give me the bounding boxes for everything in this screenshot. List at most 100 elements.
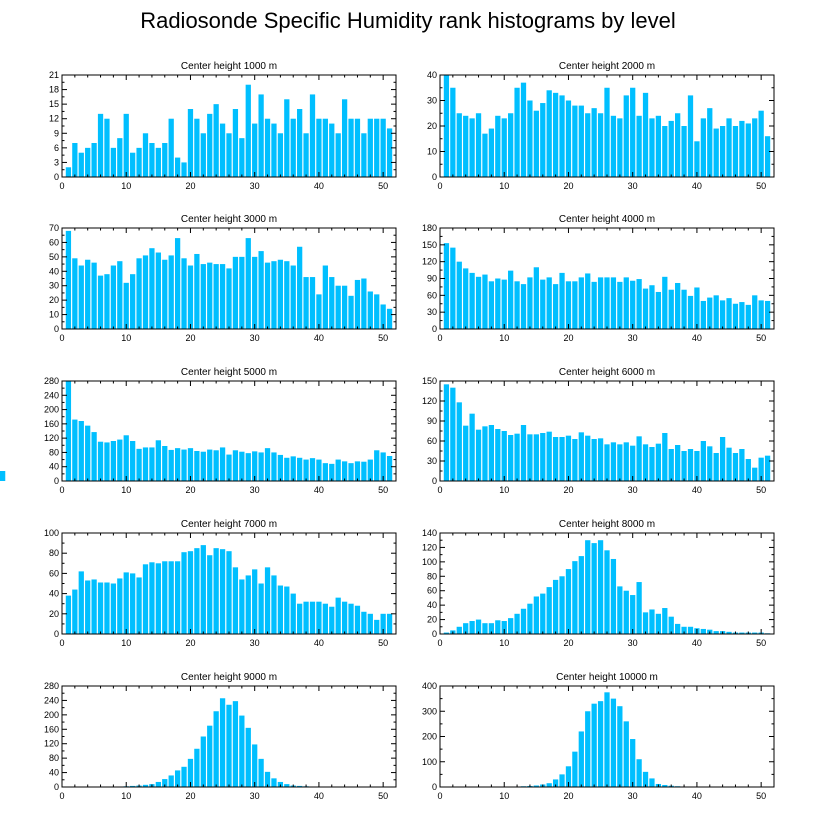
histogram-bar — [335, 459, 341, 481]
histogram-bar — [297, 246, 303, 329]
x-tick-label: 10 — [121, 638, 131, 648]
histogram-bar — [597, 701, 604, 787]
histogram-bar — [681, 451, 687, 481]
histogram-bar — [764, 136, 771, 177]
histogram-bar — [142, 447, 149, 481]
histogram-bar — [277, 454, 284, 481]
histogram-bar — [585, 113, 591, 177]
histogram-bar — [623, 590, 629, 634]
histogram-bar — [745, 304, 751, 329]
histogram-bar — [386, 456, 393, 481]
histogram-bar — [604, 692, 610, 787]
panel-title: Center height 5000 m — [181, 367, 277, 378]
panel-title: Center height 6000 m — [559, 367, 655, 378]
y-tick-label: 0 — [54, 324, 59, 334]
histogram-bar — [514, 433, 520, 481]
histogram-bar — [739, 449, 745, 481]
histogram-panel-5: Center height 5000 m 0 10 20 30 40 50 0 40 80 120 1… — [44, 367, 397, 495]
histogram-bar — [630, 445, 636, 481]
histogram-bar — [623, 277, 629, 329]
histogram-bar — [533, 434, 539, 481]
x-tick-label: 30 — [628, 638, 638, 648]
histogram-bar — [136, 448, 142, 481]
histogram-bar — [700, 118, 706, 177]
y-tick-label: 400 — [422, 681, 437, 691]
histogram-bar — [475, 429, 482, 481]
histogram-bar — [174, 561, 181, 634]
histogram-bar — [552, 579, 559, 634]
x-tick-label: 0 — [437, 181, 442, 191]
histogram-bar — [630, 87, 636, 177]
histogram-bar — [694, 451, 700, 481]
histogram-bar — [85, 425, 91, 481]
histogram-bar — [764, 455, 771, 481]
histogram-bar — [252, 451, 258, 481]
histogram-bar — [239, 256, 245, 329]
histogram-bar — [367, 118, 373, 177]
histogram-bar — [194, 253, 200, 329]
x-tick-label: 40 — [314, 791, 324, 801]
histogram-bar — [482, 133, 488, 177]
histogram-bar — [713, 453, 719, 481]
y-tick-label: 30 — [427, 307, 437, 317]
histogram-bar — [533, 785, 539, 787]
histogram-bar — [187, 109, 194, 177]
histogram-bar — [264, 448, 271, 481]
histogram-bar — [514, 281, 520, 329]
histogram-bar — [463, 268, 469, 329]
histogram-bar — [501, 118, 507, 177]
y-tick-label: 20 — [427, 615, 437, 625]
histogram-bar — [271, 261, 277, 329]
histogram-bar — [700, 300, 706, 329]
histogram-bar — [219, 123, 226, 177]
histogram-bar — [726, 447, 732, 481]
x-tick-label: 30 — [628, 791, 638, 801]
x-tick-label: 10 — [121, 791, 131, 801]
histogram-bar — [374, 619, 380, 634]
histogram-bar — [713, 295, 719, 329]
y-tick-label: 160 — [44, 419, 59, 429]
histogram-bar — [130, 441, 136, 481]
histogram-bar — [642, 288, 649, 329]
x-tick-label: 10 — [499, 638, 509, 648]
histogram-bar — [475, 619, 482, 634]
y-tick-label: 120 — [44, 433, 59, 443]
histogram-bar — [495, 115, 501, 177]
histogram-bar — [655, 613, 662, 634]
histogram-bar — [675, 282, 681, 329]
y-tick-label: 30 — [427, 456, 437, 466]
histogram-bar — [155, 440, 161, 481]
histogram-bar — [732, 303, 739, 329]
histogram-bar — [72, 589, 78, 634]
histogram-bar — [623, 442, 629, 481]
x-tick-label: 10 — [499, 485, 509, 495]
histogram-bar — [604, 87, 610, 177]
y-tick-label: 80 — [49, 447, 59, 457]
histogram-bar — [149, 447, 155, 481]
histogram-bar — [450, 247, 456, 329]
histogram-bar — [72, 419, 78, 481]
y-tick-label: 80 — [427, 571, 437, 581]
histogram-bar — [0, 471, 6, 481]
histogram-bar — [78, 421, 84, 481]
histogram-bar — [174, 157, 181, 177]
y-tick-label: 240 — [44, 695, 59, 705]
histogram-bar — [726, 298, 732, 329]
x-tick-label: 40 — [692, 181, 702, 191]
histogram-bar — [630, 595, 636, 634]
x-tick-label: 10 — [121, 181, 131, 191]
x-tick-label: 10 — [121, 485, 131, 495]
histogram-bar — [85, 580, 91, 634]
histogram-bar — [501, 279, 507, 329]
histogram-bar — [277, 781, 284, 787]
histogram-bar — [597, 438, 604, 481]
histogram-bar — [591, 543, 597, 634]
histogram-bar — [168, 775, 174, 787]
panel-title: Center height 10000 m — [556, 672, 658, 683]
histogram-bar — [329, 123, 335, 177]
panel-title: Center height 4000 m — [559, 214, 655, 225]
histogram-bar — [367, 291, 373, 329]
histogram-bar — [617, 118, 623, 177]
histogram-bar — [78, 152, 84, 177]
histogram-bar — [297, 457, 303, 481]
